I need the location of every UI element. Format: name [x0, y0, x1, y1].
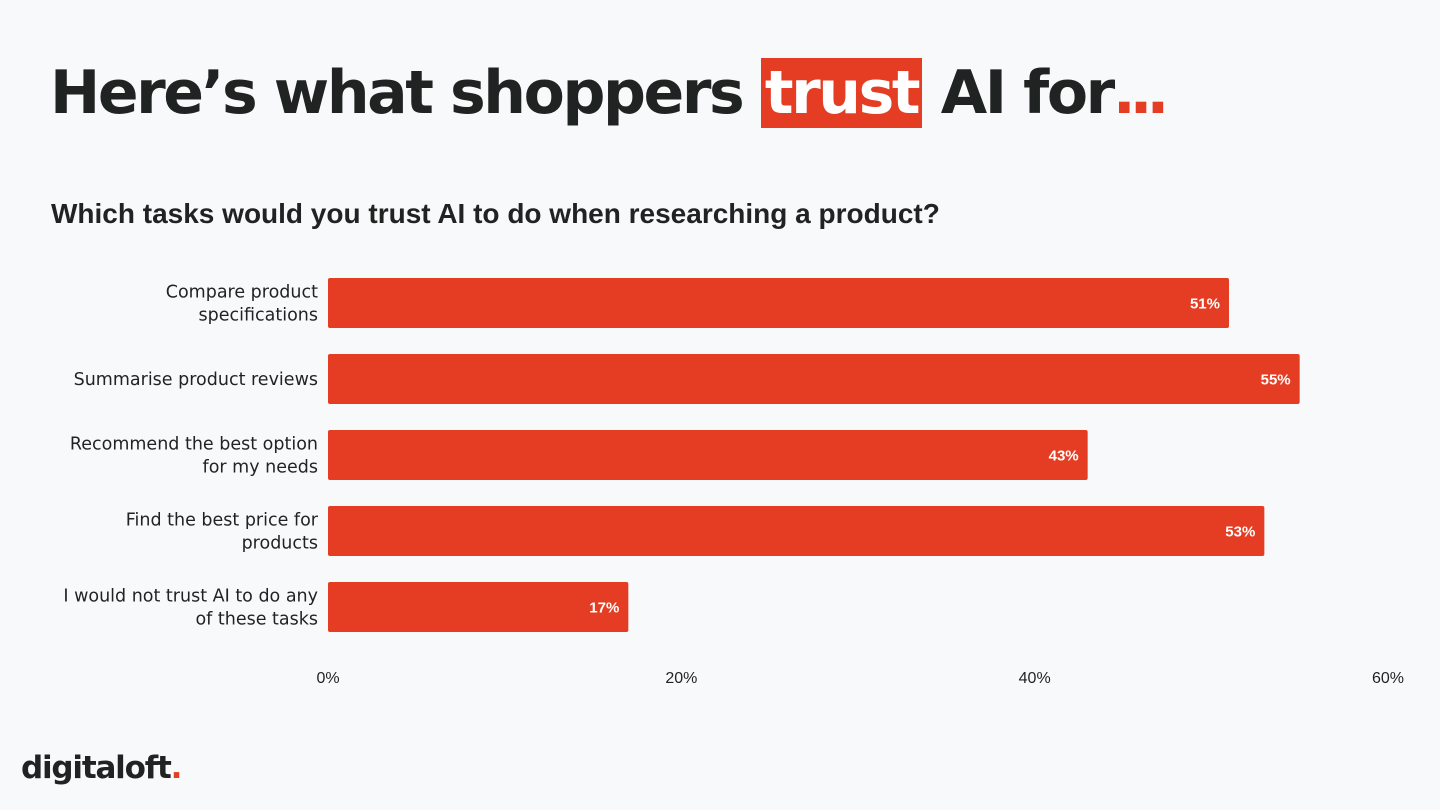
category-label: Summarise product reviews [74, 370, 318, 390]
x-tick-label: 0% [316, 670, 339, 687]
bar [328, 582, 629, 632]
digitaloft-logo: digitaloft. [21, 750, 183, 786]
chart-title: Which tasks would you trust AI to do whe… [51, 198, 940, 229]
category-label: for my needs [203, 458, 318, 478]
headline: Here’s what shoppers trust AI for... [50, 52, 1169, 134]
headline-highlight: trust [760, 58, 923, 128]
bar-value-label: 17% [589, 600, 619, 617]
category-label: Find the best price for [126, 511, 319, 531]
category-label: specifications [199, 306, 318, 326]
x-tick-label: 20% [665, 670, 697, 687]
category-label: Compare product [166, 283, 318, 303]
bar-value-label: 43% [1049, 448, 1079, 465]
logo-dot: . [170, 750, 183, 786]
headline-ellipsis: ... [1112, 58, 1169, 128]
bar [328, 430, 1088, 480]
category-label: I would not trust AI to do any [63, 587, 318, 607]
category-label: products [242, 534, 318, 554]
bar-value-label: 53% [1225, 524, 1255, 541]
bar-value-label: 55% [1261, 372, 1291, 389]
bar [328, 278, 1229, 328]
category-label: Recommend the best option [70, 435, 318, 455]
x-tick-label: 40% [1019, 670, 1051, 687]
bar [328, 354, 1300, 404]
category-label: of these tasks [195, 610, 318, 630]
x-tick-label: 60% [1372, 670, 1404, 687]
bar [328, 506, 1265, 556]
logo-text: digitaloft [21, 750, 172, 786]
bar-value-label: 51% [1190, 296, 1220, 313]
headline-end: AI for [922, 58, 1116, 128]
headline-start: Here’s what shoppers [50, 58, 761, 128]
